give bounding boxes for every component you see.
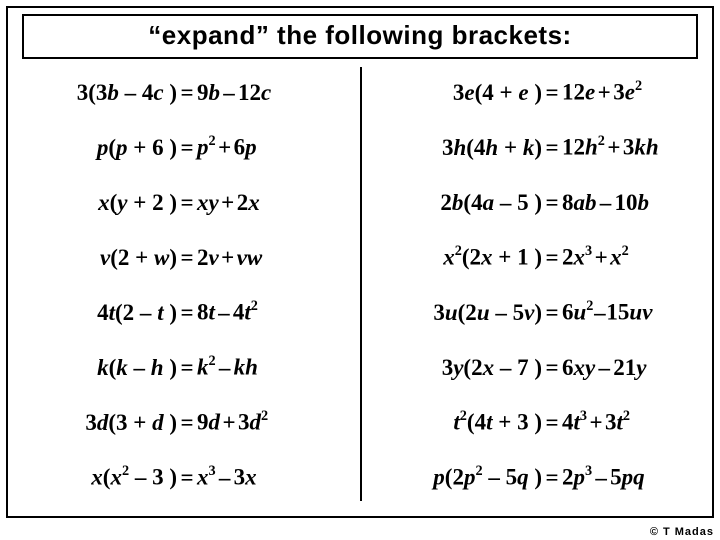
eq-row: p(2p2 – 5q ) = 2p3–5pq [360,450,702,505]
eq-rhs: 6u2–15uv [562,299,702,326]
equals: = [542,135,562,161]
eq-lhs: 3h(4h + k) [372,135,542,161]
equals: = [177,300,197,326]
equals: = [542,190,562,216]
eq-rhs: 8t–4t2 [197,299,360,326]
eq-rhs: 9b–12c [197,80,360,106]
equals: = [177,355,197,381]
equals: = [542,80,562,106]
right-column: 3e(4 + e ) = 12e+3e2 3h(4h + k) = 12h2+3… [360,65,702,511]
eq-lhs: 4t(2 – t ) [22,300,177,326]
eq-lhs: t2(4t + 3 ) [372,409,542,436]
eq-row: 3u(2u – 5v) = 6u2–15uv [360,285,702,340]
eq-lhs: v(2 + w) [22,245,177,271]
slide-title: “expand” the following brackets: [22,14,698,59]
eq-lhs: 3d(3 + d ) [22,410,177,436]
equals: = [542,410,562,436]
eq-row: 3h(4h + k) = 12h2+3kh [360,120,702,175]
equations-area: 3(3b – 4c ) = 9b–12c p(p + 6 ) = p2+6p x… [8,61,712,513]
eq-lhs: k(k – h ) [22,355,177,381]
eq-lhs: 3e(4 + e ) [372,80,542,106]
eq-row: k(k – h ) = k2–kh [18,340,360,395]
eq-row: 2b(4a – 5 ) = 8ab–10b [360,175,702,230]
eq-lhs: x2(2x + 1 ) [372,244,542,271]
eq-rhs: 2v+vw [197,245,360,271]
equals: = [177,410,197,436]
eq-row: x(y + 2 ) = xy+2x [18,175,360,230]
copyright: © T Madas [650,526,714,538]
eq-lhs: p(2p2 – 5q ) [372,464,542,491]
eq-rhs: xy+2x [197,190,360,216]
equals: = [542,300,562,326]
eq-lhs: 2b(4a – 5 ) [372,190,542,216]
eq-rhs: x3–3x [197,464,360,491]
eq-row: x(x2 – 3 ) = x3–3x [18,450,360,505]
equals: = [177,465,197,491]
equals: = [542,355,562,381]
eq-lhs: p(p + 6 ) [22,135,177,161]
eq-rhs: 8ab–10b [562,190,702,216]
eq-rhs: 9d+3d2 [197,409,360,436]
eq-rhs: 12e+3e2 [562,79,702,106]
eq-rhs: 6xy–21y [562,355,702,381]
eq-row: p(p + 6 ) = p2+6p [18,120,360,175]
equals: = [177,245,197,271]
equals: = [177,190,197,216]
eq-rhs: k2–kh [197,354,360,381]
equals: = [542,465,562,491]
eq-row: 3(3b – 4c ) = 9b–12c [18,65,360,120]
eq-lhs: x(y + 2 ) [22,190,177,216]
eq-lhs: 3(3b – 4c ) [22,80,177,106]
eq-rhs: 2x3+x2 [562,244,702,271]
eq-row: 3d(3 + d ) = 9d+3d2 [18,395,360,450]
eq-row: 3y(2x – 7 ) = 6xy–21y [360,340,702,395]
column-divider [360,67,362,501]
equals: = [177,135,197,161]
eq-row: 3e(4 + e ) = 12e+3e2 [360,65,702,120]
eq-rhs: 4t3+3t2 [562,409,702,436]
eq-lhs: 3u(2u – 5v) [372,300,542,326]
eq-row: x2(2x + 1 ) = 2x3+x2 [360,230,702,285]
eq-lhs: 3y(2x – 7 ) [372,355,542,381]
left-column: 3(3b – 4c ) = 9b–12c p(p + 6 ) = p2+6p x… [18,65,360,511]
eq-lhs: x(x2 – 3 ) [22,464,177,491]
equals: = [177,80,197,106]
slide-frame: “expand” the following brackets: 3(3b – … [6,6,714,518]
eq-rhs: 2p3–5pq [562,464,702,491]
eq-row: v(2 + w) = 2v+vw [18,230,360,285]
equals: = [542,245,562,271]
eq-row: t2(4t + 3 ) = 4t3+3t2 [360,395,702,450]
eq-rhs: 12h2+3kh [562,134,702,161]
eq-rhs: p2+6p [197,134,360,161]
eq-row: 4t(2 – t ) = 8t–4t2 [18,285,360,340]
